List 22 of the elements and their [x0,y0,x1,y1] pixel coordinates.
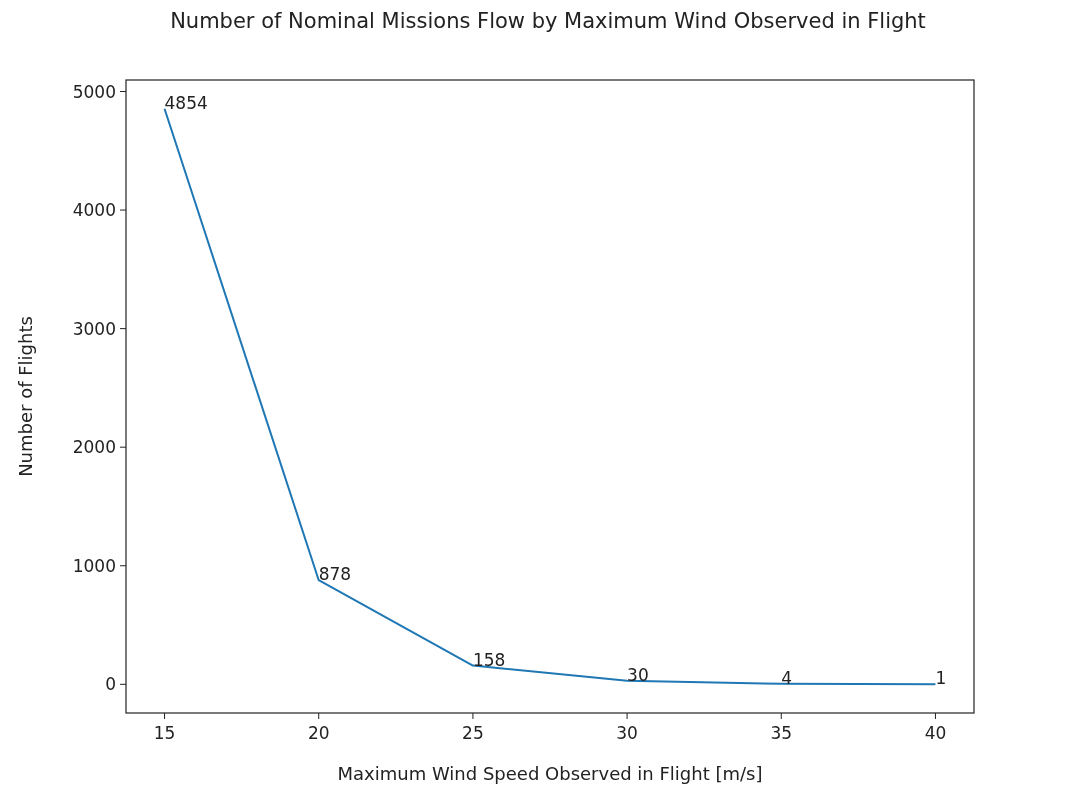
chart-title: Number of Nominal Missions Flow by Maximum Wind Observed in Flight [170,9,926,33]
x-tick-label: 35 [770,723,793,743]
x-axis-title: Maximum Wind Speed Observed in Flight [m/s] [337,763,763,784]
data-label: 878 [318,564,352,585]
y-tick-label: 3000 [72,318,116,339]
data-label: 30 [627,664,649,685]
y-axis-title: Number of Flights [15,316,36,477]
line-series [163,107,937,686]
y-tick-label: 0 [105,674,116,695]
y-tick-label: 5000 [72,81,116,102]
x-tick-label: 20 [307,723,330,743]
x-tick-label: 40 [924,723,947,743]
y-tick-label: 1000 [72,555,116,576]
y-tick-label: 4000 [72,200,116,221]
data-label: 4 [781,667,793,688]
x-tick-label: 30 [616,723,638,743]
x-tick-label: 25 [462,723,484,743]
data-label: 4854 [164,92,208,113]
data-label: 1 [935,668,947,689]
x-tick-label: 15 [153,723,176,743]
y-tick-label: 2000 [72,437,116,458]
data-label: 158 [472,649,506,670]
